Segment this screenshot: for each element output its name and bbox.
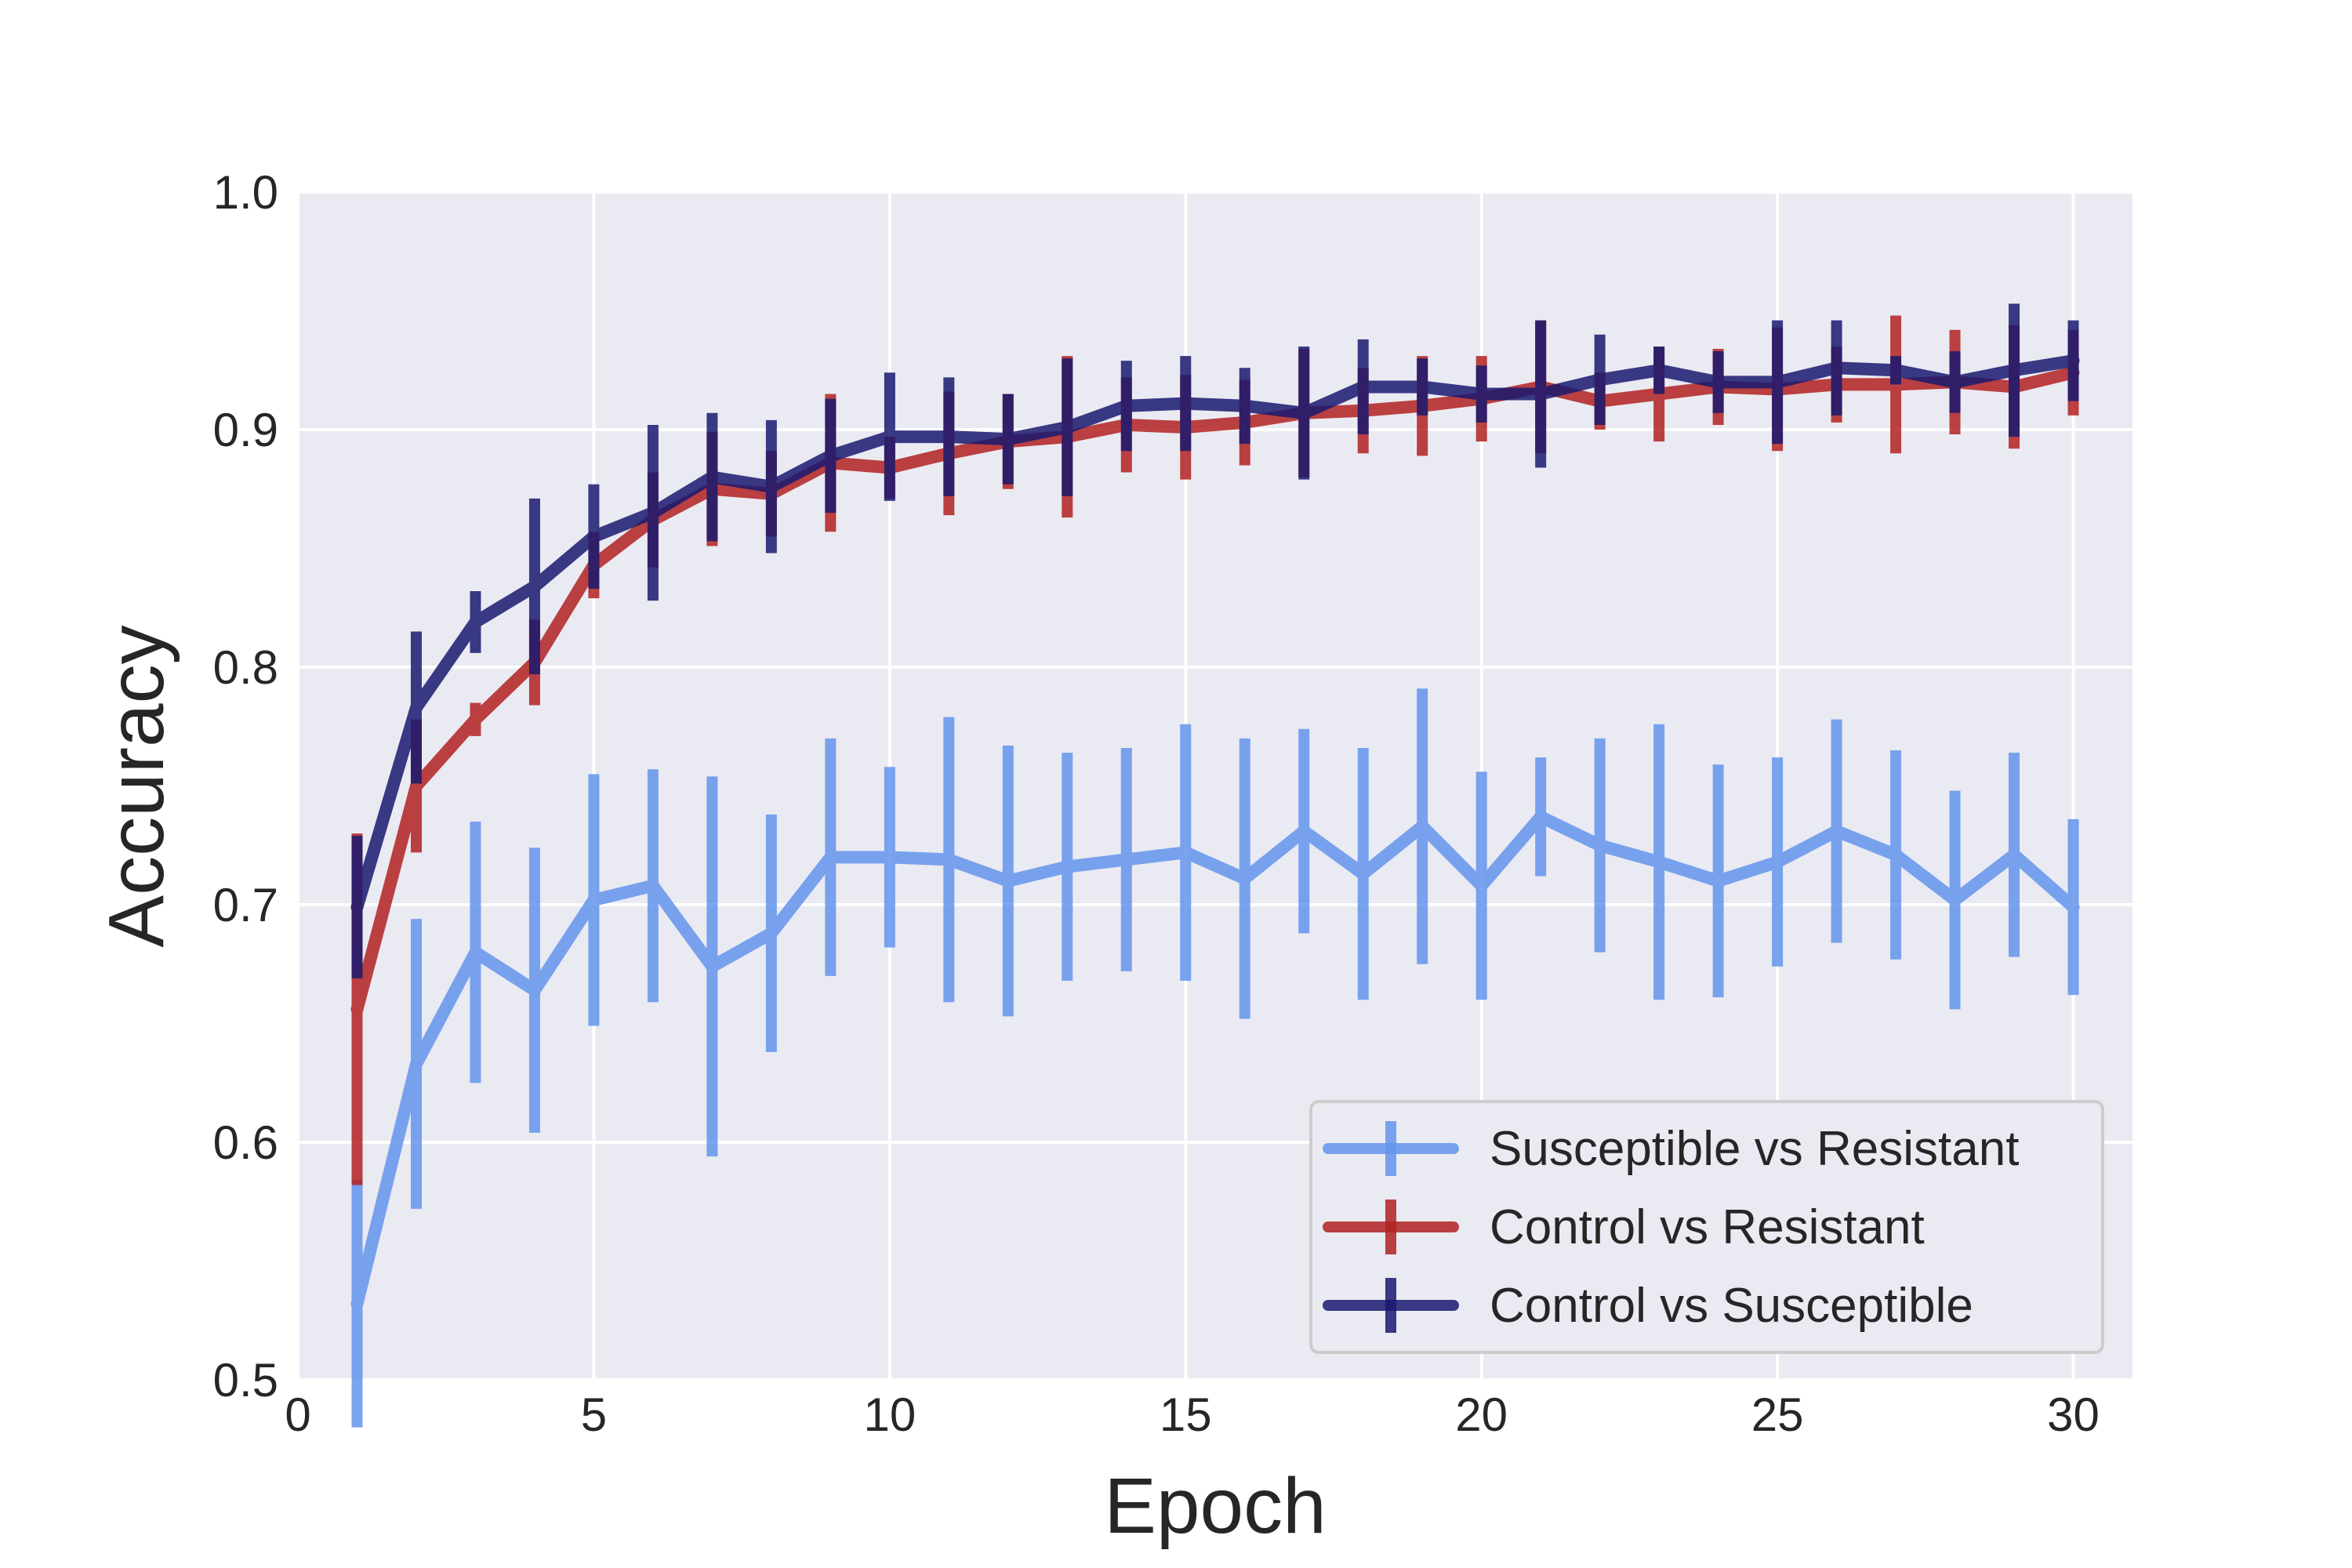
legend-label-control-vs-resistant: Control vs Resistant [1490, 1200, 1925, 1254]
series-line [350, 810, 2080, 1311]
x-axis-title: Epoch [1104, 1462, 1327, 1550]
series-line [350, 354, 2080, 914]
legend-box [1309, 1100, 2104, 1354]
series-control-vs-susceptible [350, 303, 2080, 978]
legend-entry-2: Control vs Susceptible [1323, 1278, 1973, 1333]
legend-label-control-vs-susceptible: Control vs Susceptible [1490, 1279, 1973, 1333]
y-tick-label: 0.9 [213, 404, 278, 456]
series-layer [350, 303, 2080, 1428]
y-axis-title: Accuracy [93, 625, 180, 947]
tick-labels: 0 5 10 15 20 25 30 0.5 0.6 0.7 0.8 0.9 1.0 [213, 166, 2100, 1441]
y-tick-label: 1.0 [213, 166, 278, 219]
x-tick-label: 25 [1751, 1388, 1804, 1441]
x-tick-label: 20 [1455, 1388, 1508, 1441]
x-tick-label: 15 [1160, 1388, 1212, 1441]
legend-label-susceptible-vs-resistant: Susceptible vs Resistant [1490, 1122, 2019, 1176]
x-tick-label: 30 [2047, 1388, 2100, 1441]
legend-entry-1: Control vs Resistant [1323, 1200, 1925, 1254]
legend-entry-0: Susceptible vs Resistant [1323, 1121, 2019, 1176]
y-tick-label: 0.6 [213, 1116, 278, 1169]
y-tick-label: 0.8 [213, 641, 278, 694]
series-line [350, 366, 2080, 1016]
x-tick-label: 10 [863, 1388, 916, 1441]
x-tick-label: 5 [581, 1388, 607, 1441]
y-tick-label: 0.5 [213, 1354, 278, 1406]
y-tick-label: 0.7 [213, 879, 278, 931]
legend: Susceptible vs Resistant Control vs Resi… [1309, 1100, 2104, 1354]
x-tick-label: 0 [285, 1388, 310, 1441]
series-susceptible-vs-resistant [350, 688, 2080, 1428]
